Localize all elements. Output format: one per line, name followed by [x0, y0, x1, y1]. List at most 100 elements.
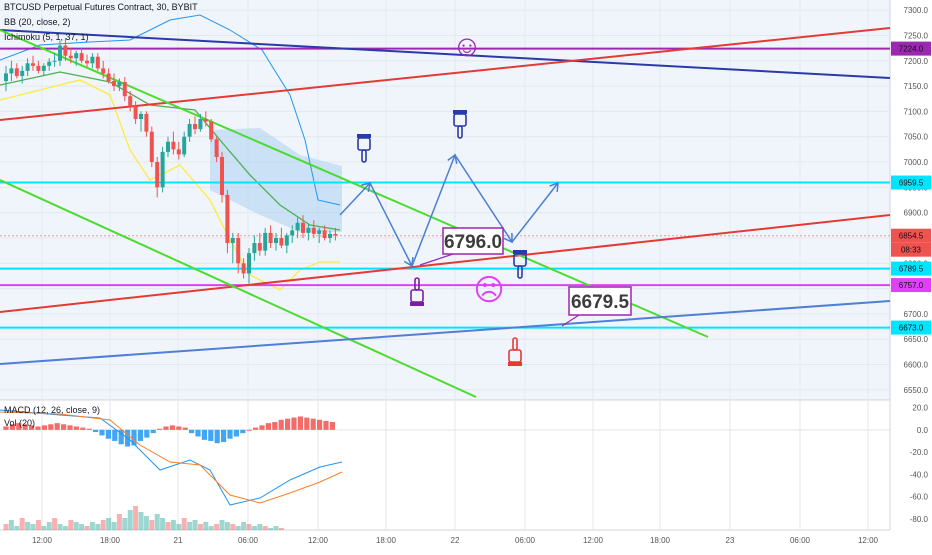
candle [112, 73, 116, 92]
volume-bar [3, 524, 9, 530]
price-badge-label: 7224.0 [899, 45, 924, 54]
trendline-red-lower [0, 214, 891, 313]
candle-body [133, 106, 138, 119]
candle-body [279, 237, 284, 246]
callout-label: 6796.0 [444, 232, 502, 253]
price-tick-label: 6900.0 [904, 209, 929, 218]
macd-hist-bar [41, 425, 47, 430]
volume-bar [187, 522, 193, 530]
bb-legend[interactable]: BB (20, close, 2) [4, 17, 71, 27]
projection-arrowhead [447, 153, 458, 164]
price-badge-bg [891, 228, 931, 243]
volume-bar [57, 524, 63, 530]
candle-body [14, 68, 19, 76]
pointing-hand-icon [453, 110, 467, 139]
candle-body [274, 237, 278, 244]
volume-bar [52, 518, 58, 530]
price-tick-label: 7000.0 [904, 158, 929, 167]
macd-hist-bar [265, 423, 271, 430]
hand-cuff [508, 362, 522, 366]
time-tick-label: 18:00 [100, 536, 121, 545]
price-badge: 6959.5 [891, 175, 931, 190]
candle [241, 258, 246, 279]
pointing-hand-icon [513, 250, 527, 279]
macd-hist-bar [48, 424, 54, 430]
candle-body [257, 243, 262, 251]
macd-hist-bar [323, 420, 329, 430]
macd-hist-bar [246, 429, 252, 431]
candle-body [4, 73, 8, 82]
price-badge-bg [891, 278, 931, 293]
macd-hist-bar [73, 426, 79, 430]
projection-arrowhead [503, 232, 513, 244]
volume-legend[interactable]: Vol (20) [4, 418, 36, 428]
volume-bar [143, 516, 149, 530]
price-badge-label: 6757.0 [899, 281, 924, 290]
candle-body [31, 63, 35, 66]
candle [166, 136, 170, 157]
volume-bar [116, 514, 122, 530]
time-tick-label: 06:00 [515, 536, 536, 545]
volume-bar [138, 512, 144, 530]
candle [252, 235, 257, 261]
hand-finger [457, 125, 463, 139]
ichimoku-legend[interactable]: Ichimoku (5, 1, 37, 1) [4, 32, 89, 42]
macd-tick-label: 0.0 [917, 426, 929, 435]
candle [149, 126, 154, 168]
price-tick-label: 7100.0 [904, 107, 929, 116]
candle-body [101, 68, 106, 74]
macd-hist-bar [182, 427, 188, 430]
candle-body [171, 141, 176, 150]
macd-hist-bar [272, 422, 278, 430]
candle-body [52, 60, 57, 62]
macd-hist-bar [99, 429, 105, 436]
volume-bar [278, 528, 284, 530]
macd-tick-label: 20.0 [912, 404, 928, 413]
candle-body [95, 56, 100, 69]
macd-hist-bar [16, 423, 22, 430]
candle [79, 48, 84, 64]
candle [220, 151, 224, 203]
macd-hist-bar [169, 425, 175, 430]
candle [95, 53, 100, 71]
candle-body [79, 53, 84, 61]
candle [333, 227, 338, 241]
macd-hist-bar [163, 426, 169, 430]
volume-bar [19, 518, 25, 530]
happy-face-icon: ☺ [452, 30, 483, 63]
pointing-hand-icon [508, 337, 522, 366]
volume-bar [214, 524, 220, 530]
candle [68, 48, 73, 64]
volume-bar [268, 528, 274, 530]
time-tick-label: 12:00 [858, 536, 879, 545]
volume-bar [89, 522, 95, 530]
volume-bar [219, 520, 225, 530]
candle [171, 131, 176, 155]
candle [236, 232, 241, 274]
volume-bar [176, 524, 182, 530]
macd-hist-bar [253, 427, 259, 430]
price-badge-bg [891, 242, 931, 257]
time-tick-label: 06:00 [238, 536, 259, 545]
macd-hist-bar [144, 429, 150, 438]
candle [274, 232, 278, 251]
candle [31, 55, 35, 71]
macd-legend[interactable]: MACD (12, 26, close, 9) [4, 405, 101, 415]
candle-body [220, 156, 224, 195]
time-tick-label: 12:00 [583, 536, 604, 545]
volume-bar [208, 526, 214, 530]
candle [36, 60, 41, 74]
chart-title: BTCUSD Perpetual Futures Contract, 30, B… [4, 2, 198, 12]
volume-bar [241, 522, 247, 530]
candle [133, 101, 138, 125]
volume-bar [30, 524, 36, 530]
volume-bar [8, 520, 14, 530]
ichimoku-cloud [210, 128, 342, 232]
candle [311, 220, 316, 238]
candle-body [241, 263, 246, 274]
macd-hist-bar [278, 419, 284, 430]
candle-body [236, 237, 241, 264]
projection-arrowhead [403, 256, 414, 268]
candle-body [155, 162, 160, 188]
